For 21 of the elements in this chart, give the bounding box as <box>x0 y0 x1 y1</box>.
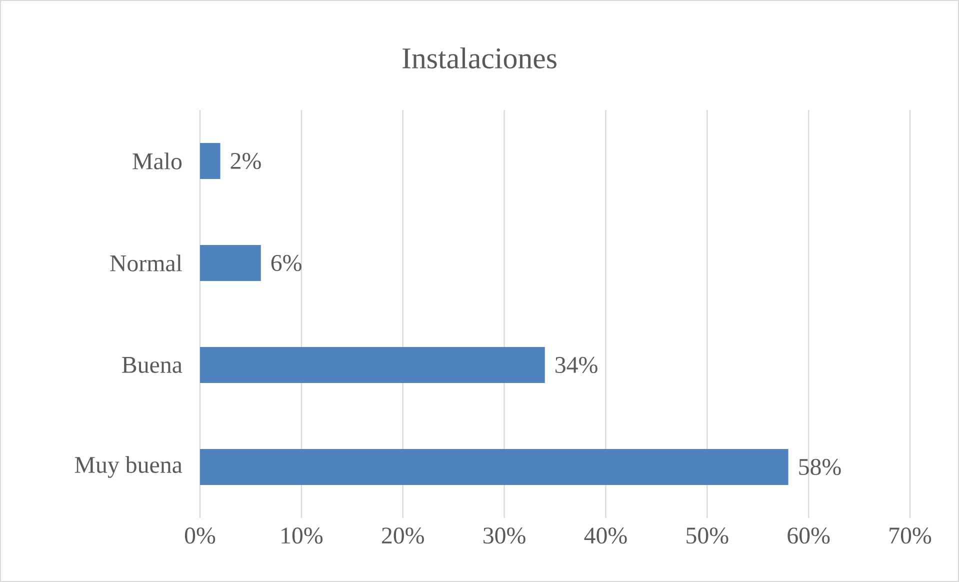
bar <box>200 347 545 384</box>
bar <box>200 449 788 486</box>
chart-title: Instalaciones <box>402 47 556 69</box>
y-tick-label: Buena <box>122 357 182 373</box>
x-tick-label: 30% <box>484 528 526 544</box>
y-tick-label: Normal <box>110 254 182 272</box>
y-tick-label: Malo <box>132 152 182 170</box>
data-label: 58% <box>799 458 841 476</box>
x-tick-label: 60% <box>788 528 830 544</box>
data-label: 34% <box>556 356 598 374</box>
x-tick-label: 40% <box>584 528 627 544</box>
data-label: 6% <box>271 254 302 272</box>
x-tick-label: 10% <box>282 528 323 544</box>
x-tick-label: 50% <box>686 528 728 544</box>
x-tick-label: 20% <box>382 528 424 544</box>
data-label: 2% <box>230 152 261 170</box>
bar <box>200 143 220 180</box>
x-tick-label: 0% <box>184 528 216 544</box>
bar <box>200 245 261 282</box>
y-tick-label: Muy buena <box>74 456 182 478</box>
x-tick-label: 70% <box>890 528 932 544</box>
